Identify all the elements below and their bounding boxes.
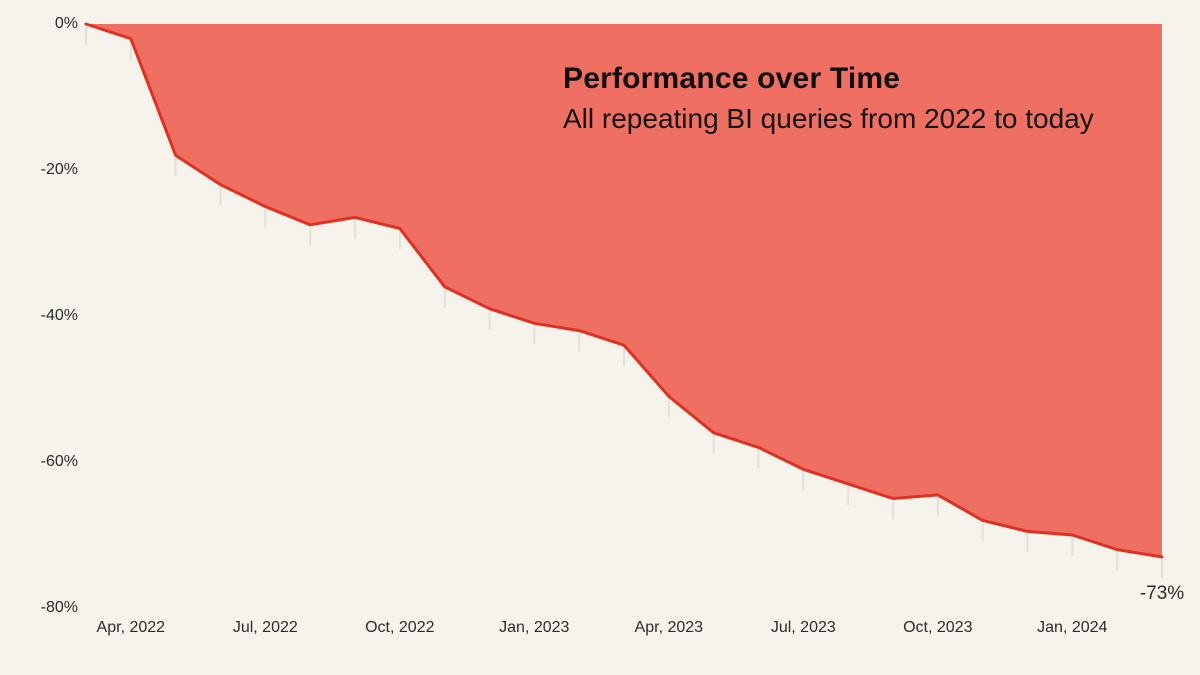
chart-subtitle: All repeating BI queries from 2022 to to… xyxy=(563,103,1094,134)
chart-title: Performance over Time xyxy=(563,62,901,95)
trend-line xyxy=(84,22,1164,559)
area-fill xyxy=(86,24,1162,557)
chart-header: Performance over Time All repeating BI q… xyxy=(563,62,1094,135)
